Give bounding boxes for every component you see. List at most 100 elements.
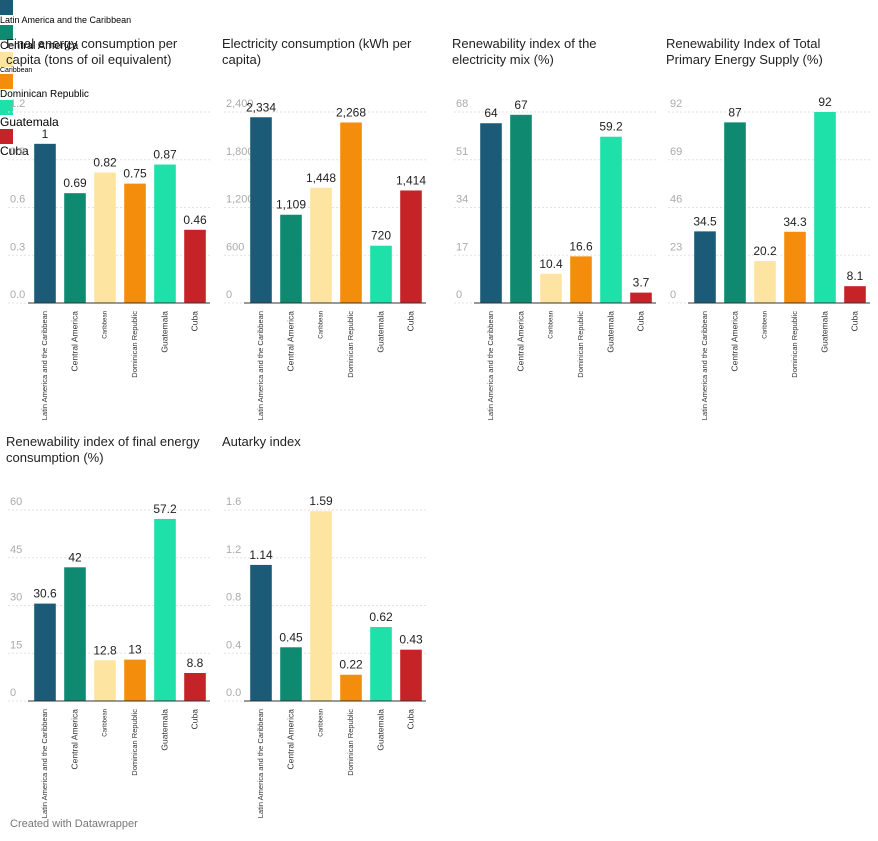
chart-title: Renewability index of the electricity mi… <box>452 36 597 67</box>
legend: Latin America and the Caribbean Central A… <box>0 0 878 158</box>
bar <box>154 518 176 701</box>
x-tick-label: Latin America and the Caribbean <box>256 311 265 420</box>
y-tick-label: 69 <box>670 146 682 158</box>
bar <box>184 229 206 303</box>
chart-panel: 0 17 34 51 68 64 Latin America and the Caribbe… <box>452 36 660 428</box>
legend-swatch <box>0 100 13 115</box>
x-tick-label: Caribbean <box>319 311 325 339</box>
y-tick-label: 0.4 <box>226 639 241 651</box>
bar <box>694 231 716 303</box>
value-label: 42 <box>68 550 82 564</box>
x-tick-label: Guatemala <box>159 311 169 353</box>
bar <box>844 286 866 303</box>
y-tick-label: 46 <box>670 194 682 206</box>
value-label: 1,448 <box>306 171 336 185</box>
bar <box>64 567 86 701</box>
x-tick-label: Latin America and the Caribbean <box>40 709 49 818</box>
bar <box>250 117 272 303</box>
value-label: 3.7 <box>633 276 650 290</box>
y-tick-label: 23 <box>670 241 682 253</box>
y-tick-label: 0.6 <box>10 194 25 206</box>
x-tick-label: Latin America and the Caribbean <box>40 311 49 420</box>
value-label: 67 <box>514 98 528 112</box>
value-label: 16.6 <box>569 239 593 253</box>
legend-label: Central America <box>0 40 79 52</box>
x-tick-label: Central America <box>285 311 295 372</box>
value-label: 2,334 <box>246 100 276 114</box>
bar <box>250 564 272 701</box>
value-label: 13 <box>128 643 142 657</box>
bar <box>370 626 392 701</box>
y-tick-label: 34 <box>456 194 468 206</box>
bar <box>280 647 302 701</box>
bar <box>340 122 362 303</box>
value-label: 0.45 <box>279 630 303 644</box>
bar <box>34 603 56 701</box>
x-tick-label: Cuba <box>635 311 645 332</box>
bar <box>154 164 176 303</box>
y-tick-label: 0 <box>226 289 232 301</box>
value-label: 64 <box>484 106 498 120</box>
value-label: 0.62 <box>369 610 393 624</box>
bar <box>280 214 302 303</box>
y-tick-label: 17 <box>456 241 468 253</box>
y-tick-label: 1.2 <box>226 544 241 556</box>
y-tick-label: 0 <box>456 289 462 301</box>
bar <box>400 190 422 303</box>
x-tick-label: Cuba <box>189 709 199 730</box>
value-label: 1,414 <box>396 173 426 187</box>
y-tick-label: 92 <box>670 98 682 110</box>
value-label: 2,268 <box>336 106 366 120</box>
value-label: 59.2 <box>599 120 623 134</box>
bar <box>510 114 532 303</box>
x-tick-label: Dominican Republic <box>130 311 139 378</box>
y-tick-label: 30 <box>10 592 22 604</box>
value-label: 1 <box>42 127 49 141</box>
x-tick-label: Cuba <box>189 311 199 332</box>
bar <box>814 112 836 303</box>
x-tick-label: Caribbean <box>103 709 109 737</box>
x-tick-label: Guatemala <box>605 311 615 353</box>
legend-label: Cuba <box>0 144 29 158</box>
x-tick-label: Caribbean <box>319 709 325 737</box>
bar <box>754 261 776 303</box>
x-tick-label: Cuba <box>405 311 415 332</box>
value-label: 0.22 <box>339 658 363 672</box>
value-label: 10.4 <box>539 257 563 271</box>
legend-label: Latin America and the Caribbean <box>0 15 132 25</box>
x-tick-label: Caribbean <box>103 311 109 339</box>
y-tick-label: 51 <box>456 146 468 158</box>
bar <box>600 136 622 303</box>
value-label: 12.8 <box>93 643 117 657</box>
value-label: 1.59 <box>309 494 333 508</box>
legend-item: Latin America and the Caribbean <box>0 0 878 25</box>
y-tick-label: 60 <box>10 496 22 508</box>
legend-label: Dominican Republic <box>0 89 89 100</box>
x-tick-label: Central America <box>69 311 79 372</box>
bar <box>184 672 206 701</box>
y-tick-label: 1,200 <box>226 194 254 206</box>
value-label: 57.2 <box>153 502 177 516</box>
value-label: 34.3 <box>783 215 807 229</box>
x-tick-label: Caribbean <box>549 311 555 339</box>
x-tick-label: Dominican Republic <box>130 709 139 776</box>
chart-panel: 0 23 46 69 92 34.5 Latin America and the Carib… <box>666 36 874 428</box>
value-label: 92 <box>818 95 832 109</box>
bar <box>34 143 56 303</box>
legend-item: Guatemala <box>0 100 878 129</box>
bar <box>94 660 116 701</box>
value-label: 1,109 <box>276 198 306 212</box>
y-tick-label: 45 <box>10 544 22 556</box>
chart-panel: 0 600 1,200 1,800 2,400 2,334 Latin America an… <box>222 36 430 428</box>
y-tick-label: 600 <box>226 241 244 253</box>
y-tick-label: 0.0 <box>10 289 25 301</box>
bar <box>540 273 562 303</box>
bar <box>340 674 362 701</box>
bar <box>124 183 146 303</box>
chart-panel: 0 15 30 45 60 30.6 Latin America and the Carib… <box>6 434 214 826</box>
bar <box>784 231 806 303</box>
value-label: 0.82 <box>93 155 117 169</box>
bar <box>310 511 332 701</box>
legend-swatch <box>0 74 13 89</box>
value-label: 0.43 <box>399 633 423 647</box>
